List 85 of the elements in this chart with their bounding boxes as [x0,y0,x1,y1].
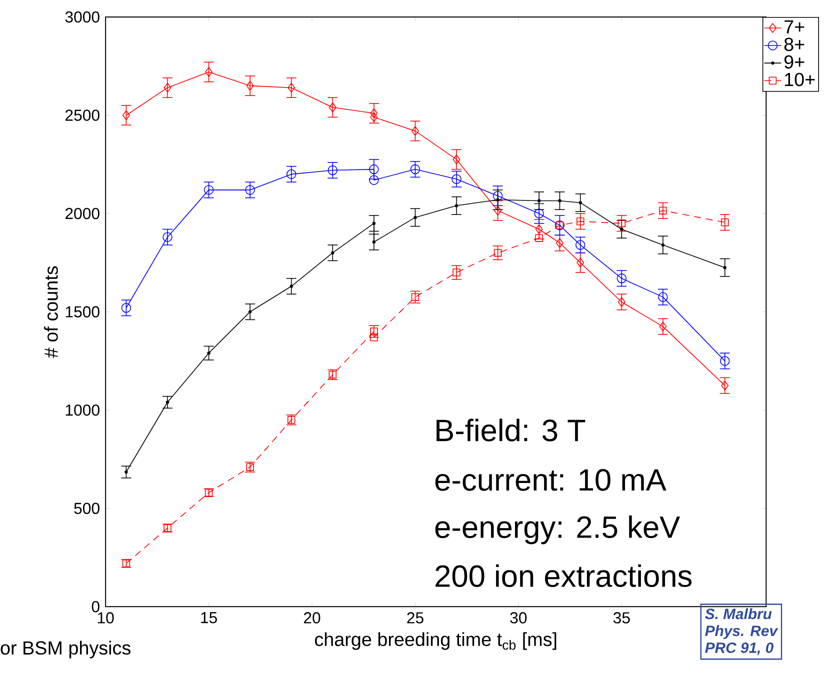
y-tick-label: 1000 [66,404,100,416]
point [370,108,378,118]
point [496,198,500,202]
point [535,234,543,242]
point [369,164,379,174]
point [162,232,172,242]
point [286,170,296,180]
point [121,303,132,313]
y-tick-label: 2500 [65,110,100,122]
point [290,284,293,288]
point [576,218,584,226]
point [659,206,667,215]
point [410,164,420,174]
x-tick-label: 30 [510,612,527,624]
y-tick-label: 0 [92,601,100,613]
point [245,185,255,196]
x-tick-label: 25 [407,612,424,624]
annotation: e-current: 10 mA [435,469,666,492]
x-tick-label: 15 [201,612,217,624]
text: PRC 91, 0 [705,642,774,656]
point [246,81,254,91]
point [723,266,726,270]
point [494,206,502,216]
legend-label: 9+ [784,55,804,69]
point [204,185,214,196]
y-tick-label: 500 [74,502,100,514]
point [494,249,502,257]
point [720,218,729,226]
text: S. Malbru [705,608,772,620]
text: or BSM physics [0,641,130,659]
point [411,126,419,136]
annotation: B-field: 3 T [436,418,586,442]
point [618,297,626,308]
annotation: 200 ion extractions [436,564,692,588]
legend-label: 8+ [784,38,804,52]
point [658,292,668,302]
point [452,268,460,277]
point [166,400,170,404]
point [534,208,544,219]
x-axis-title: charge breeding time t$_{cb}$ [ms] [314,632,556,650]
y-axis-title: # of counts [44,266,58,358]
annotation: e-energy: 2.5 keV [435,516,680,544]
point [452,154,460,165]
legend-label: 7+ [784,20,804,34]
point [578,201,582,205]
point [616,274,627,284]
point [328,166,338,176]
point [122,110,130,120]
point [558,199,562,203]
y-tick-label: 1500 [66,306,100,318]
point [556,238,564,248]
x-tick-label: 20 [304,612,320,624]
point [288,83,296,93]
legend-label: 10+ [785,73,815,86]
point [164,83,172,93]
point [454,204,458,208]
point [452,174,462,184]
point [618,220,626,228]
point [248,310,252,314]
point [370,334,378,342]
point [721,380,729,391]
point [205,67,213,78]
point [576,258,584,268]
x-tick-label: 10 [98,612,114,624]
point [537,199,541,203]
point [575,240,586,250]
point [720,356,730,366]
point [372,240,376,244]
y-tick-label: 3000 [65,12,100,23]
point [372,222,376,226]
point [659,322,667,332]
text: Phys. Rev [705,625,778,640]
point [124,470,128,474]
point [414,216,417,220]
point [661,244,665,247]
point [620,228,624,232]
point [207,352,210,355]
y-tick-label: 2000 [65,208,100,220]
point [328,102,336,112]
point [370,328,378,336]
point [331,251,334,255]
point [369,175,379,186]
point [535,224,543,234]
point [411,293,420,302]
x-tick-label: 35 [613,612,630,624]
